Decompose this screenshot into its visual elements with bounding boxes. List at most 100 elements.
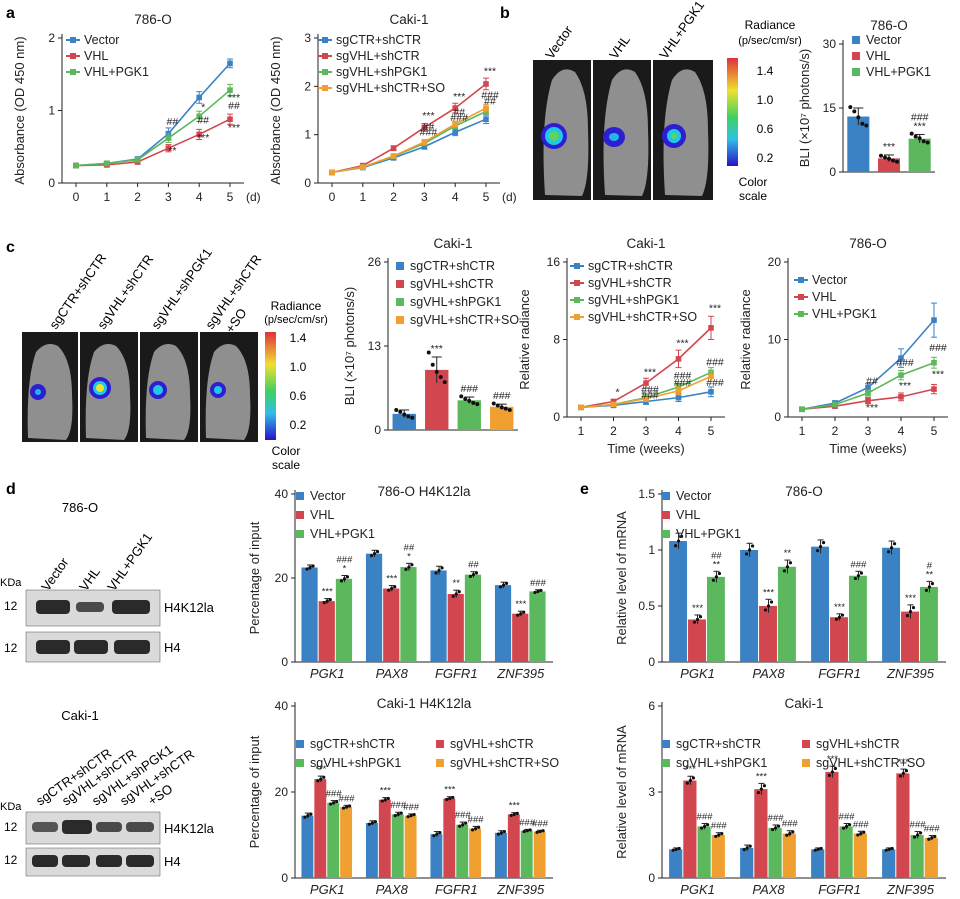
replicate-dot (522, 829, 526, 834)
significance-mark: *** (685, 764, 696, 775)
significance-mark: ### (782, 819, 799, 830)
replicate-dot (698, 615, 703, 619)
x-category-label: PGK1 (680, 882, 715, 897)
replicate-dot (742, 848, 746, 852)
replicate-dot (677, 846, 681, 851)
bli-signal (662, 124, 686, 148)
replicate-dot (536, 589, 540, 594)
replicate-dot (342, 806, 346, 810)
blot-band (112, 600, 150, 614)
bar (754, 789, 768, 878)
panel-label-c: c (6, 239, 15, 256)
y-tick-label: 0 (374, 423, 381, 437)
legend-marker (574, 263, 580, 269)
legend-label: sgVHL+shPGK1 (310, 756, 401, 770)
bar (768, 827, 782, 878)
replicate-dot (862, 830, 866, 834)
replicate-dot (325, 599, 329, 603)
replicate-dot (498, 585, 503, 589)
significance-mark: *** (866, 402, 878, 414)
legend-label: sgCTR+shCTR (588, 259, 673, 273)
replicate-dot (375, 550, 380, 554)
y-tick-label: 2 (304, 79, 311, 93)
replicate-dot (673, 544, 678, 548)
bar (340, 807, 353, 878)
y-axis-label: Percentage of input (247, 735, 262, 848)
significance-mark: * (201, 102, 205, 114)
x-category-label: PAX8 (752, 882, 785, 897)
color-scale-tick: 1.4 (290, 331, 307, 345)
mouse-silhouette (603, 69, 649, 196)
replicate-dot (503, 406, 508, 411)
bar (777, 566, 796, 662)
legend-swatch (396, 316, 404, 324)
significance-mark: *** (834, 602, 845, 613)
data-point (708, 325, 714, 331)
y-tick-label: 10 (768, 333, 782, 347)
replicate-dot (435, 832, 439, 836)
replicate-dot (393, 814, 397, 818)
replicate-dot (889, 546, 894, 550)
legend-label: Vector (84, 33, 119, 47)
replicate-dot (345, 805, 349, 809)
series-line (75, 118, 231, 167)
legend-marker (322, 85, 328, 91)
replicate-dot (905, 614, 910, 618)
replicate-dot (541, 829, 545, 833)
bar (318, 601, 335, 662)
chart-title: Caki-1 (784, 696, 823, 711)
bli-signal (89, 377, 111, 399)
replicate-dot (887, 156, 891, 161)
replicate-dot (895, 159, 899, 164)
bar (669, 541, 688, 662)
legend-swatch (802, 759, 810, 767)
y-axis-label: Relative level of mRNA (614, 511, 629, 645)
data-point (452, 105, 458, 111)
image-column-label: Vector (542, 22, 576, 61)
bar (314, 779, 327, 878)
replicate-dot (886, 550, 891, 554)
significance-mark: ### (641, 384, 659, 396)
color-scale-title: Radiance (745, 18, 796, 32)
y-tick-label: 0 (304, 176, 311, 190)
blot-marker: 12 (4, 820, 18, 834)
replicate-dot (833, 766, 838, 771)
y-tick-label: 40 (275, 487, 289, 501)
replicate-dot (853, 576, 858, 581)
y-tick-label: 0.5 (638, 599, 655, 613)
significance-mark: *** (827, 754, 838, 765)
bli-signal (149, 381, 167, 399)
x-axis-label: Time (weeks) (607, 441, 685, 456)
legend-swatch (852, 36, 860, 44)
bli-signal (603, 127, 625, 147)
replicate-dot (410, 415, 415, 420)
y-tick-label: 3 (304, 31, 311, 45)
y-axis-label: Relative radiance (738, 289, 753, 389)
legend-label: Vector (812, 273, 847, 287)
significance-mark: *** (322, 587, 333, 598)
legend-label: sgVHL+shCTR (410, 277, 494, 291)
data-point (483, 116, 489, 122)
replicate-dot (771, 827, 775, 832)
bar (924, 837, 938, 878)
replicate-dot (539, 588, 543, 593)
replicate-dot (717, 833, 721, 837)
replicate-dot (445, 797, 449, 802)
replicate-dot (367, 822, 371, 826)
replicate-dot (891, 158, 895, 163)
significance-mark: ### (711, 821, 728, 832)
replicate-dot (834, 617, 839, 621)
replicate-dot (840, 613, 845, 617)
legend-label: sgCTR+shCTR (310, 737, 395, 751)
replicate-dot (763, 608, 768, 612)
significance-mark: ### (468, 814, 485, 825)
replicate-dot (407, 565, 411, 569)
bar (782, 833, 796, 878)
legend-swatch (662, 530, 670, 538)
y-axis-label: Relative radiance (517, 289, 532, 389)
blot-row-label: H4 (164, 640, 181, 655)
replicate-dot (322, 775, 326, 779)
significance-mark: *** (914, 120, 926, 132)
legend-label: sgVHL+shCTR+SO (336, 81, 445, 95)
bar (683, 780, 697, 878)
